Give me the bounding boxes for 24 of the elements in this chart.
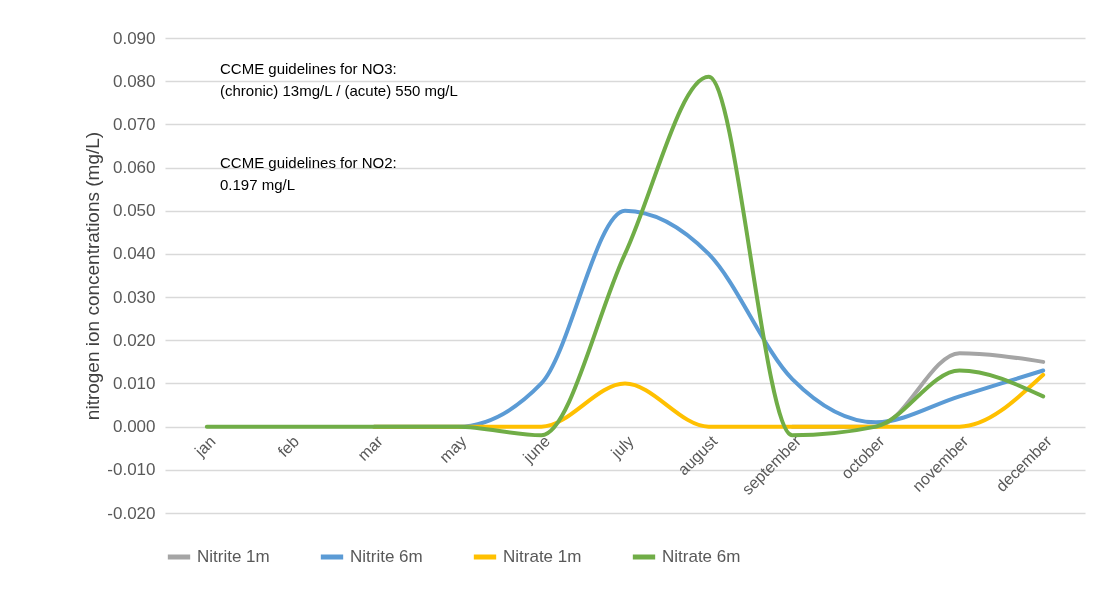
x-tick-label: jan [190, 432, 219, 461]
y-tick-label: 0.020 [112, 330, 156, 350]
x-tick-label: feb [274, 432, 303, 461]
y-axis-title: nitrogen ion concentrations (mg/L) [82, 131, 104, 421]
y-tick-label: 0.030 [112, 287, 156, 307]
y-tick-label: 0.090 [112, 28, 156, 48]
legend-label: Nitrate 1m [503, 547, 582, 566]
x-tick-label: mar [354, 431, 387, 464]
y-tick-label: 0.070 [112, 114, 156, 134]
legend-label: Nitrate 6m [662, 547, 741, 566]
y-tick-label: 0.060 [112, 158, 156, 178]
y-tick-label: 0.010 [112, 373, 156, 393]
y-tick-label: -0.020 [107, 503, 156, 523]
y-tick-label: -0.010 [107, 460, 156, 480]
x-tick-label: may [436, 432, 470, 466]
y-tick-label: 0.040 [112, 244, 156, 264]
x-tick-label: july [607, 432, 637, 463]
annotation: CCME guidelines for NO2: 0.197 mg/L [220, 154, 397, 193]
legend-label: Nitrite 6m [350, 547, 423, 566]
y-tick-label: 0.000 [112, 417, 156, 437]
legend-label: Nitrite 1m [197, 547, 270, 566]
y-tick-label: 0.050 [112, 201, 156, 221]
annotation: CCME guidelines for NO3: (chronic) 13mg/L / (acute) 550 mg/L [220, 60, 458, 99]
y-tick-label: 0.080 [112, 71, 156, 91]
